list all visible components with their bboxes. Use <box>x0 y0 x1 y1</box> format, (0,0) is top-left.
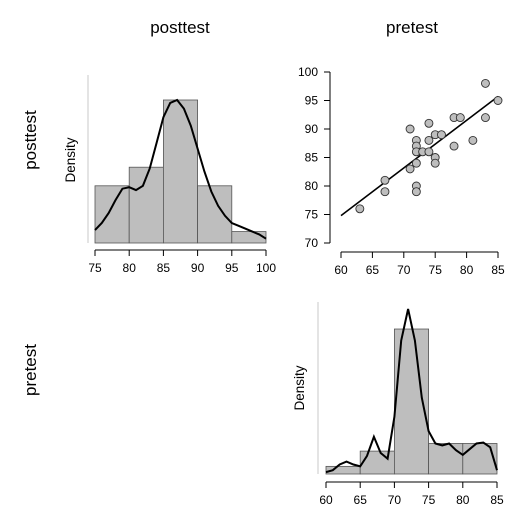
x-tick-label: 60 <box>319 493 333 507</box>
scatter-point <box>493 96 503 105</box>
scatter-point <box>449 141 459 151</box>
scatter-point <box>424 135 434 145</box>
scatter-point <box>480 78 490 88</box>
scatter-point <box>437 130 446 140</box>
scatter-point <box>424 118 434 128</box>
histogram-bar <box>94 185 130 244</box>
histogram-bar <box>428 443 464 475</box>
histogram-bar <box>162 99 198 244</box>
scatter-point <box>411 158 421 168</box>
scatter-point <box>380 187 390 197</box>
y-tick-label: 95 <box>305 94 319 108</box>
y-tick-label: 85 <box>305 151 319 165</box>
x-tick-label: 95 <box>225 261 239 275</box>
pretest-histogram-panel: 60 65 70 75 80 85 <box>317 302 504 507</box>
scatter-point <box>405 124 415 134</box>
scatter-point <box>455 113 465 123</box>
y-tick-label: 90 <box>305 122 319 136</box>
row-title-posttest: posttest <box>21 110 40 170</box>
x-tick-label: 70 <box>388 493 402 507</box>
regression-line <box>340 95 499 217</box>
scatter-point <box>468 135 478 145</box>
scatter-point <box>424 147 434 157</box>
x-tick-label: 85 <box>491 263 505 277</box>
scatter-point <box>405 164 415 174</box>
x-tick-label: 70 <box>397 263 411 277</box>
y-tick-label: 100 <box>298 65 318 79</box>
density-axis-label-posttest: Density <box>63 137 78 182</box>
histogram-bar <box>197 185 233 244</box>
x-tick-label: 75 <box>88 261 102 275</box>
scatter-point <box>430 158 440 168</box>
scatter-point <box>411 187 421 197</box>
x-tick-label: 65 <box>354 493 368 507</box>
scatter-panel: 70 75 80 85 90 95 100 60 65 70 75 80 85 <box>298 65 505 277</box>
x-tick-label: 85 <box>490 493 504 507</box>
x-tick-label: 65 <box>366 263 380 277</box>
column-title-pretest: pretest <box>386 18 438 37</box>
scatter-point <box>480 113 490 123</box>
density-axis-label-pretest: Density <box>292 365 307 410</box>
x-tick-label: 60 <box>334 263 348 277</box>
density-curve <box>325 308 498 474</box>
column-title-posttest: posttest <box>150 18 210 37</box>
x-tick-label: 80 <box>123 261 137 275</box>
posttest-histogram-panel: 75 80 85 90 95 100 <box>87 75 276 275</box>
histogram-bar <box>231 231 267 244</box>
x-tick-label: 80 <box>460 263 474 277</box>
x-tick-label: 85 <box>157 261 171 275</box>
x-tick-label: 80 <box>456 493 470 507</box>
scatter-point <box>355 204 365 214</box>
y-tick-label: 80 <box>305 179 319 193</box>
y-tick-label: 75 <box>305 208 319 222</box>
scatter-point <box>380 175 390 185</box>
x-tick-label: 100 <box>256 261 276 275</box>
y-tick-label: 70 <box>305 236 319 250</box>
x-tick-label: 75 <box>422 493 436 507</box>
histogram-bar <box>462 443 498 475</box>
x-tick-label: 90 <box>191 261 205 275</box>
x-tick-label: 75 <box>429 263 443 277</box>
row-title-pretest: pretest <box>21 344 40 396</box>
density-curve <box>94 98 267 240</box>
